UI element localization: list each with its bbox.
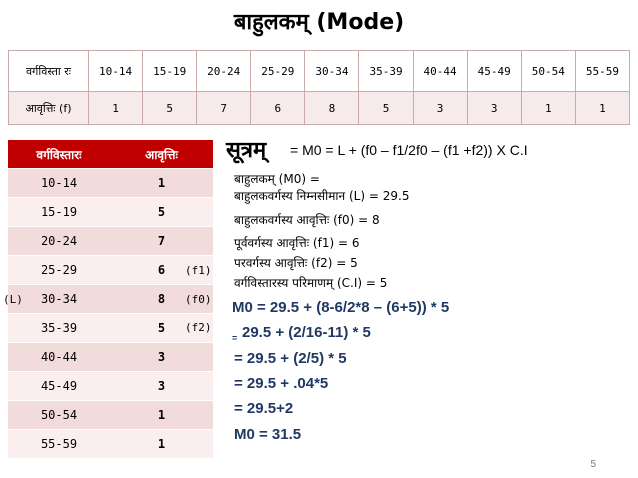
table-row: 15-19 5	[8, 197, 213, 227]
frequency-cell: 8	[304, 91, 360, 125]
info-line: बाहुलकवर्गस्य आवृत्तिः (f0) = 8	[234, 213, 380, 227]
table-row: 10-14 1	[8, 168, 213, 198]
class-cell: 55-59	[574, 50, 631, 92]
frequency-cell: 1	[110, 168, 213, 198]
formula-label: सूत्रम्	[226, 137, 267, 163]
class-cell: 30-34	[304, 50, 360, 92]
class-cell: 15-19	[8, 197, 110, 227]
class-cell: 25-29	[8, 255, 110, 285]
table-row: 45-49 3	[8, 371, 213, 401]
frequency-cell: 7	[110, 226, 213, 256]
calc-line: M0 = 31.5	[234, 426, 302, 443]
class-header-cell: वर्गविस्ता रः	[8, 50, 89, 92]
class-cell: 25-29	[250, 50, 306, 92]
table-row: 55-59 1	[8, 429, 213, 458]
frequency-cell: 5	[142, 91, 198, 125]
frequency-header-cell: आवृत्तिः (f)	[8, 91, 89, 125]
class-cell: 20-24	[196, 50, 252, 92]
frequency-cell: 3	[412, 91, 468, 125]
class-cell: 50-54	[520, 50, 576, 92]
class-cell: 35-39	[8, 313, 110, 343]
class-cell: 20-24	[8, 226, 110, 256]
class-cell: 15-19	[142, 50, 198, 92]
calc-line: = 29.5 + .04*5	[234, 375, 329, 392]
frequency-cell: 8	[110, 284, 213, 314]
class-column-header: वर्गविस्तारः	[8, 140, 110, 169]
class-cell: 40-44	[8, 342, 110, 372]
l-marker: (L)	[3, 293, 23, 306]
class-cell: 35-39	[358, 50, 414, 92]
class-cell: 55-59	[8, 429, 110, 458]
frequency-cell: 5	[358, 91, 414, 125]
class-cell: 45-49	[8, 371, 110, 401]
f2-marker: (f2)	[185, 321, 212, 334]
frequency-cell: 5	[110, 197, 213, 227]
info-line: पूर्ववर्गस्य आवृत्तिः (f1) = 6	[234, 236, 360, 250]
info-line: परवर्गस्य आवृत्तिः (f2) = 5	[234, 256, 358, 270]
frequency-table-horizontal: वर्गविस्ता रः 10-14 15-19 20-24 25-29 30…	[8, 50, 631, 125]
frequency-cell: 1	[520, 91, 576, 125]
calc-line: = 29.5+2	[234, 400, 294, 417]
table-row: 40-44 3	[8, 342, 213, 372]
class-row: वर्गविस्ता रः 10-14 15-19 20-24 25-29 30…	[8, 50, 631, 92]
table-row: 25-29 6	[8, 255, 213, 285]
class-cell: 45-49	[466, 50, 522, 92]
calc-small-equals: =	[232, 333, 238, 343]
table-row: 30-34 8	[8, 284, 213, 314]
frequency-cell: 1	[110, 429, 213, 458]
page-title: बाहुलकम् (Mode)	[233, 10, 405, 35]
frequency-cell: 3	[110, 371, 213, 401]
frequency-cell: 1	[110, 400, 213, 430]
table-row: 35-39 5	[8, 313, 213, 343]
calc-line: = 29.5 + (2/5) * 5	[234, 350, 347, 367]
frequency-table-vertical: वर्गविस्तारः आवृत्तिः 10-14 1 15-19 5 20-2…	[8, 140, 213, 458]
frequency-row: आवृत्तिः (f) 1 5 7 6 8 5 3 3 1 1	[8, 91, 631, 125]
f1-marker: (f1)	[185, 264, 212, 277]
frequency-cell: 6	[250, 91, 306, 125]
info-line: वर्गविस्तारस्य परिमाणम् (C.I) = 5	[234, 276, 388, 290]
frequency-cell: 5	[110, 313, 213, 343]
frequency-cell: 3	[466, 91, 522, 125]
class-cell: 50-54	[8, 400, 110, 430]
info-line: बाहुलकम् (M0) =	[234, 172, 320, 186]
page-number: 5	[590, 459, 596, 470]
class-cell: 10-14	[87, 50, 144, 92]
table-row: 50-54 1	[8, 400, 213, 430]
calc-line: M0 = 29.5 + (8-6/2*8 – (6+5)) * 5	[232, 299, 450, 316]
frequency-cell: 3	[110, 342, 213, 372]
frequency-cell: 1	[574, 91, 631, 125]
class-cell: 30-34	[8, 284, 110, 314]
frequency-column-header: आवृत्तिः	[110, 140, 213, 169]
calc-line: 29.5 + (2/16-11) * 5	[242, 324, 371, 341]
frequency-cell: 7	[196, 91, 252, 125]
frequency-cell: 6	[110, 255, 213, 285]
class-cell: 10-14	[8, 168, 110, 198]
f0-marker: (f0)	[185, 293, 212, 306]
frequency-cell: 1	[87, 91, 144, 125]
mode-formula: = M0 = L + (f0 – f1/2f0 – (f1 +f2)) X C.…	[290, 142, 528, 158]
table-header-row: वर्गविस्तारः आवृत्तिः	[8, 140, 213, 169]
table-row: 20-24 7	[8, 226, 213, 256]
info-line: बाहुलकवर्गस्य निम्नसीमान (L) = 29.5	[234, 189, 410, 203]
class-cell: 40-44	[412, 50, 468, 92]
